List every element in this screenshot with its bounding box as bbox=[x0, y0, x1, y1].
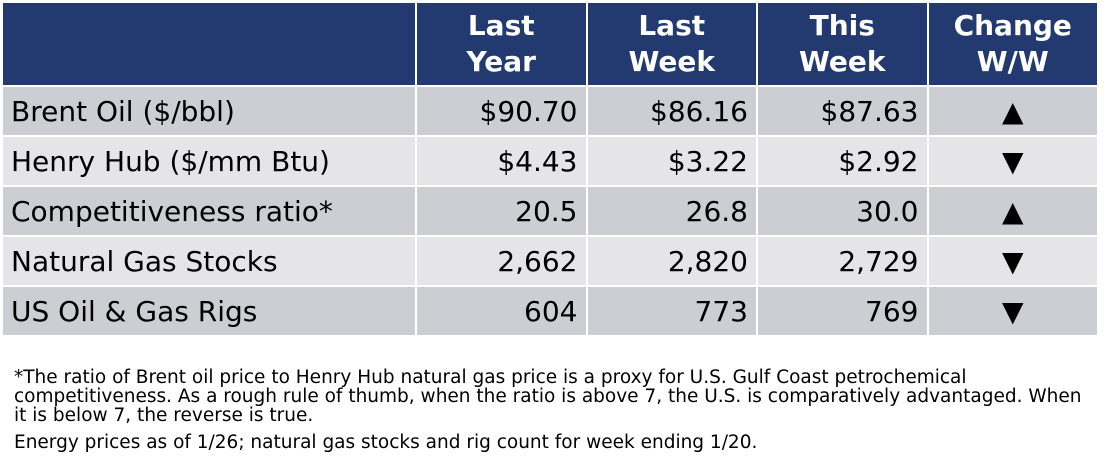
column-header: Change W/W bbox=[926, 1, 1099, 87]
change-arrow: ▼ bbox=[926, 285, 1099, 337]
column-header: Last Year bbox=[415, 1, 588, 87]
value-cell: 2,662 bbox=[415, 235, 588, 287]
value-cell: $2.92 bbox=[756, 135, 929, 187]
value-cell: 30.0 bbox=[756, 185, 929, 237]
table-row: Natural Gas Stocks 2,662 2,820 2,729 ▼ bbox=[1, 235, 1099, 287]
change-arrow: ▼ bbox=[926, 235, 1099, 287]
value-cell: 2,820 bbox=[585, 235, 758, 287]
energy-table: Last Year Last Week This Week Change W/W Br… bbox=[1, 1, 1099, 337]
value-cell: 20.5 bbox=[415, 185, 588, 237]
row-label: Henry Hub ($/mm Btu) bbox=[1, 135, 417, 187]
table-row: US Oil & Gas Rigs 604 773 769 ▼ bbox=[1, 285, 1099, 337]
row-label: Natural Gas Stocks bbox=[1, 235, 417, 287]
value-cell: $3.22 bbox=[585, 135, 758, 187]
footnote: *The ratio of Brent oil price to Henry H… bbox=[14, 367, 1082, 426]
change-arrow: ▲ bbox=[926, 185, 1099, 237]
table-header: Last Year Last Week This Week Change W/W bbox=[1, 1, 1099, 87]
row-label: US Oil & Gas Rigs bbox=[1, 285, 417, 337]
table-row: Competitiveness ratio* 20.5 26.8 30.0 ▲ bbox=[1, 185, 1099, 237]
value-cell: $4.43 bbox=[415, 135, 588, 187]
value-cell: $86.16 bbox=[585, 85, 758, 137]
change-arrow: ▲ bbox=[926, 85, 1099, 137]
value-cell: 604 bbox=[415, 285, 588, 337]
value-cell: 2,729 bbox=[756, 235, 929, 287]
value-cell: $87.63 bbox=[756, 85, 929, 137]
header-row: Last Year Last Week This Week Change W/W bbox=[1, 1, 1099, 87]
footnote: Energy prices as of 1/26; natural gas st… bbox=[14, 432, 758, 453]
table-body: Brent Oil ($/bbl) $90.70 $86.16 $87.63 ▲ Henr… bbox=[1, 85, 1099, 337]
table-row: Henry Hub ($/mm Btu) $4.43 $3.22 $2.92 ▼ bbox=[1, 135, 1099, 187]
table-row: Brent Oil ($/bbl) $90.70 $86.16 $87.63 ▲ bbox=[1, 85, 1099, 137]
header-corner bbox=[1, 1, 417, 87]
row-label: Brent Oil ($/bbl) bbox=[1, 85, 417, 137]
change-arrow: ▼ bbox=[926, 135, 1099, 187]
column-header: Last Week bbox=[585, 1, 758, 87]
value-cell: 769 bbox=[756, 285, 929, 337]
row-label: Competitiveness ratio* bbox=[1, 185, 417, 237]
column-header: This Week bbox=[756, 1, 929, 87]
footnotes: *The ratio of Brent oil price to Henry H… bbox=[14, 368, 1099, 460]
value-cell: 26.8 bbox=[585, 185, 758, 237]
value-cell: 773 bbox=[585, 285, 758, 337]
value-cell: $90.70 bbox=[415, 85, 588, 137]
